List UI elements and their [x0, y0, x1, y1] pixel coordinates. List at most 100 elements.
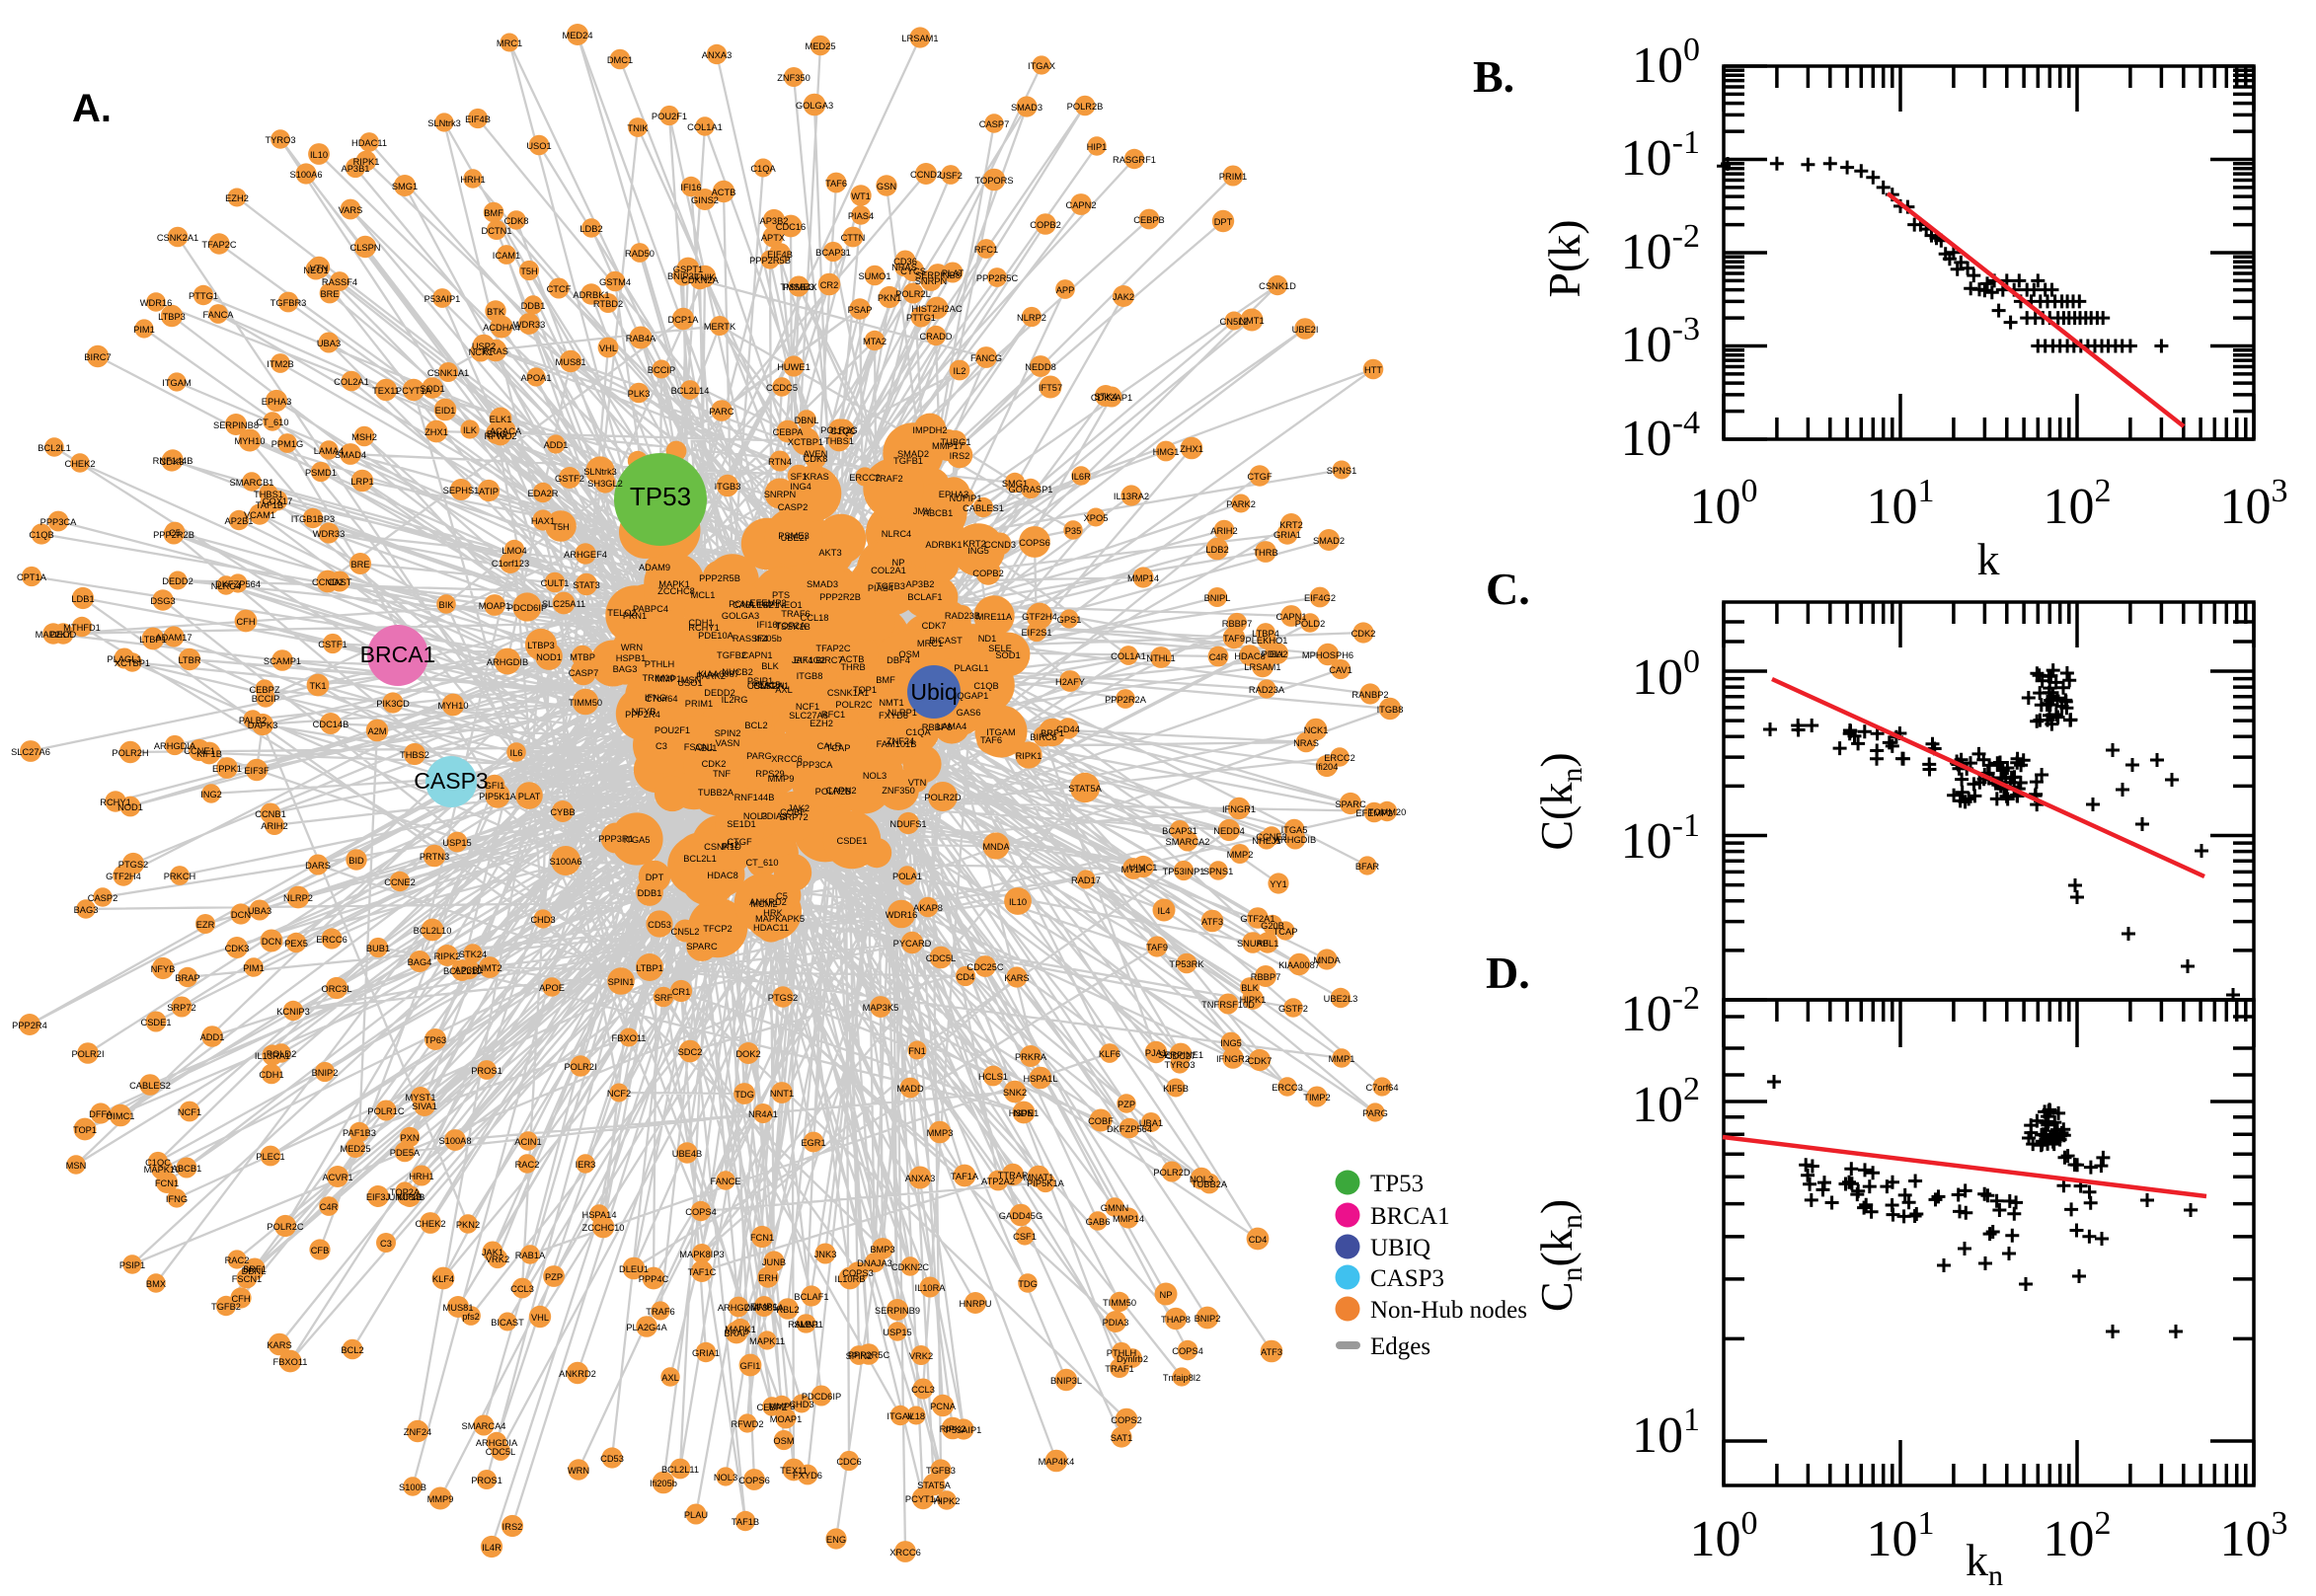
svg-text:TNIK: TNIK	[627, 123, 649, 133]
svg-text:TNF: TNF	[713, 769, 731, 779]
svg-text:NEO1: NEO1	[303, 266, 328, 275]
svg-text:CALR: CALR	[817, 741, 842, 751]
svg-text:PRTN3: PRTN3	[420, 852, 449, 862]
svg-text:IQGAP1: IQGAP1	[955, 691, 989, 701]
svg-text:102: 102	[1632, 1071, 1700, 1133]
svg-text:ARHGEF4: ARHGEF4	[564, 550, 607, 560]
svg-text:TSSK1B: TSSK1B	[775, 622, 811, 632]
svg-text:PIAS4: PIAS4	[868, 583, 893, 593]
svg-text:UBE2I: UBE2I	[781, 533, 808, 543]
svg-text:NRAS: NRAS	[1293, 738, 1319, 748]
svg-text:SOD1: SOD1	[995, 650, 1020, 660]
svg-text:PRIM1: PRIM1	[685, 699, 713, 709]
svg-text:RAD50: RAD50	[625, 249, 655, 259]
svg-text:TGFB1: TGFB1	[893, 456, 923, 466]
svg-text:100: 100	[1690, 1505, 1758, 1567]
svg-text:CDC5L: CDC5L	[486, 1447, 515, 1457]
svg-text:COL1A1: COL1A1	[1111, 651, 1146, 661]
svg-text:HDAC8: HDAC8	[1234, 651, 1266, 661]
svg-text:ITGAX: ITGAX	[1028, 61, 1055, 71]
svg-text:PLA2G4A: PLA2G4A	[626, 1323, 667, 1332]
svg-text:IL2RG: IL2RG	[722, 695, 748, 705]
svg-text:MYH10: MYH10	[437, 701, 468, 711]
svg-text:RAB1A: RAB1A	[515, 1251, 546, 1260]
svg-text:JUNB: JUNB	[762, 1257, 786, 1267]
svg-text:ICAM1: ICAM1	[493, 251, 520, 261]
svg-text:NUCB2: NUCB2	[722, 667, 753, 677]
svg-text:HRH1: HRH1	[460, 175, 485, 185]
svg-text:DBF4: DBF4	[887, 655, 910, 665]
svg-text:100: 100	[1632, 644, 1700, 706]
svg-text:IL10RA: IL10RA	[914, 1283, 946, 1293]
svg-text:STK4: STK4	[1094, 392, 1117, 402]
svg-text:BAG3: BAG3	[613, 664, 638, 674]
svg-text:PTHLH: PTHLH	[645, 659, 674, 669]
svg-text:TRAF6: TRAF6	[646, 1307, 674, 1317]
svg-text:TELO2: TELO2	[607, 608, 636, 618]
svg-text:BCL2L1: BCL2L1	[38, 443, 71, 453]
svg-text:EIF3J: EIF3J	[366, 1192, 390, 1202]
svg-text:NHEJ1: NHEJ1	[1252, 836, 1280, 846]
svg-text:BIK: BIK	[439, 600, 455, 610]
svg-text:S100A6: S100A6	[289, 170, 322, 180]
svg-text:PDIA2: PDIA2	[1262, 649, 1288, 659]
svg-text:ITGA5: ITGA5	[624, 835, 651, 845]
svg-text:LMO4: LMO4	[502, 546, 526, 556]
svg-text:FANCA: FANCA	[203, 310, 235, 320]
svg-text:10-4: 10-4	[1621, 405, 1700, 467]
svg-text:AP2B1: AP2B1	[225, 516, 254, 526]
svg-text:WRN: WRN	[568, 1466, 589, 1476]
svg-text:NOL3: NOL3	[863, 771, 887, 781]
svg-text:MT1A: MT1A	[1121, 865, 1147, 874]
svg-text:ATIP: ATIP	[479, 487, 499, 496]
svg-text:TEX11: TEX11	[780, 1466, 808, 1476]
svg-text:BRE: BRE	[320, 289, 339, 299]
svg-text:kn: kn	[1966, 1535, 2003, 1591]
svg-text:CTGF: CTGF	[1247, 472, 1273, 482]
svg-text:ITGAM: ITGAM	[162, 378, 191, 388]
svg-text:MAPK1: MAPK1	[658, 579, 690, 589]
svg-text:PIP5K1A: PIP5K1A	[479, 792, 517, 801]
svg-text:LRSAM1: LRSAM1	[1244, 662, 1280, 672]
svg-text:10-1: 10-1	[1621, 124, 1700, 187]
svg-text:DKFZP564: DKFZP564	[215, 579, 261, 589]
svg-text:PPP4C: PPP4C	[639, 1274, 669, 1284]
svg-text:CHD3: CHD3	[530, 915, 555, 925]
svg-text:EIF4G2: EIF4G2	[794, 655, 825, 665]
svg-text:RNF144B: RNF144B	[734, 793, 775, 802]
svg-text:PPP2R4: PPP2R4	[12, 1021, 47, 1030]
svg-text:BCCIP: BCCIP	[648, 365, 675, 375]
svg-text:MAPK1: MAPK1	[725, 1325, 756, 1334]
svg-text:C3: C3	[380, 1239, 392, 1249]
svg-text:RAC2: RAC2	[515, 1160, 540, 1170]
svg-text:WT1: WT1	[851, 191, 871, 201]
svg-text:HIST2H2AC: HIST2H2AC	[911, 304, 962, 314]
svg-text:PSIP1: PSIP1	[747, 676, 773, 686]
svg-text:COPS3: COPS3	[842, 1268, 874, 1278]
svg-text:FXYD6: FXYD6	[879, 711, 908, 721]
svg-text:103: 103	[2220, 1505, 2288, 1567]
svg-text:ITGAV: ITGAV	[887, 1411, 914, 1421]
svg-text:CFH: CFH	[236, 617, 255, 627]
svg-text:CDK7: CDK7	[922, 621, 947, 631]
svg-text:C1QA: C1QA	[750, 164, 776, 174]
svg-text:BMF: BMF	[484, 208, 503, 218]
svg-text:NLRC4: NLRC4	[882, 529, 911, 539]
svg-text:RAB4A: RAB4A	[626, 334, 656, 343]
svg-text:TRAF2: TRAF2	[874, 474, 902, 484]
svg-text:RAD23B: RAD23B	[945, 611, 980, 621]
svg-text:CN5L2: CN5L2	[1220, 317, 1249, 327]
svg-text:BRCA1: BRCA1	[360, 642, 436, 667]
svg-text:PLAT: PLAT	[942, 268, 965, 278]
svg-text:B.: B.	[1473, 51, 1514, 102]
svg-text:LDB1: LDB1	[71, 594, 94, 604]
svg-text:GSTF2: GSTF2	[1278, 1004, 1308, 1014]
svg-text:FBXO11: FBXO11	[612, 1033, 647, 1043]
svg-text:THRB: THRB	[840, 662, 865, 672]
svg-text:NOL3: NOL3	[1190, 1175, 1213, 1184]
svg-text:TOP2A: TOP2A	[776, 621, 807, 631]
svg-text:CABLES2: CABLES2	[733, 600, 774, 610]
svg-text:BCL2L14: BCL2L14	[671, 386, 710, 396]
svg-text:MMP1: MMP1	[656, 674, 682, 684]
svg-text:IFT57: IFT57	[1039, 383, 1062, 393]
